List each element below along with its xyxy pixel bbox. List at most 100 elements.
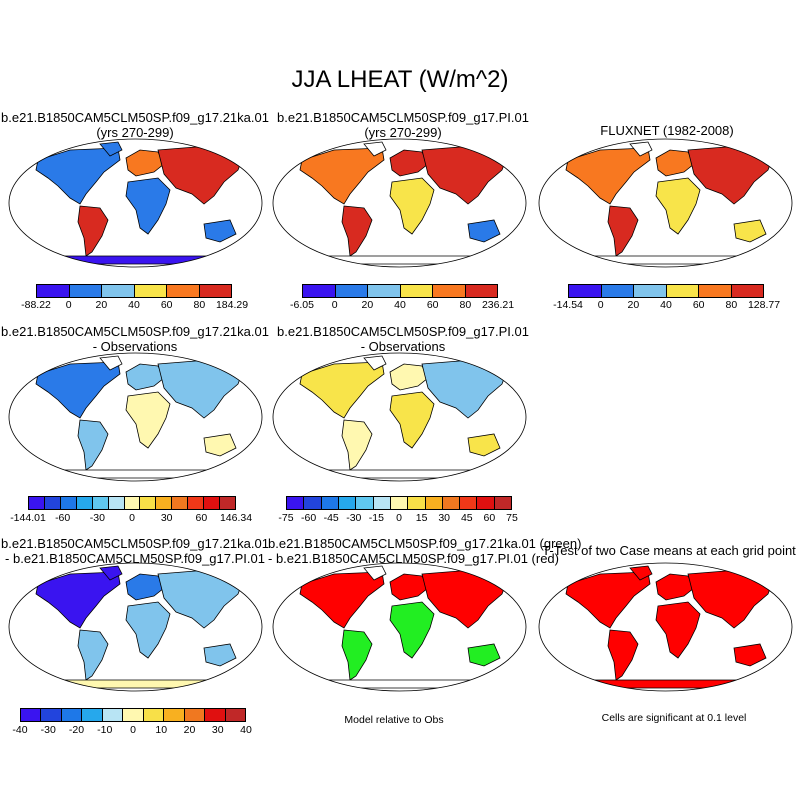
colorbar-swatch xyxy=(82,709,103,721)
colorbar-swatch xyxy=(205,709,226,721)
colorbar-tick-label: 60 xyxy=(483,512,496,524)
colorbar-swatch xyxy=(634,285,667,297)
colorbar-panel7 xyxy=(20,708,246,722)
panel5-title-line1: b.e21.B1850CAM5CLM50SP.f09_g17.PI.01 xyxy=(277,324,529,339)
map-panel2 xyxy=(272,138,527,268)
colorbar-swatch xyxy=(164,709,185,721)
continent-au xyxy=(467,433,501,457)
colorbar-swatch xyxy=(156,497,173,509)
colorbar-panel5-labels: -75 -60 -45 -30 -15 0 15 30 45 60 75 xyxy=(278,512,517,526)
colorbar-swatch xyxy=(44,497,61,509)
panel5-title-line2: - Observations xyxy=(360,339,446,354)
colorbar-tick-label: 80 xyxy=(193,299,206,311)
colorbar-panel3 xyxy=(568,284,764,298)
colorbar-tick-label: 128.77 xyxy=(747,299,781,311)
colorbar-tick-label: 0 xyxy=(65,299,72,311)
panel4-title-line2: - Observations xyxy=(92,339,178,354)
colorbar-tick-label: -10 xyxy=(97,724,113,736)
colorbar-swatch xyxy=(390,497,409,509)
colorbar-tick-label: 60 xyxy=(195,512,208,524)
note-significance: Cells are significant at 0.1 level xyxy=(601,712,747,724)
colorbar-swatch xyxy=(37,285,70,297)
colorbar-tick-label: 40 xyxy=(660,299,672,311)
continent-sa xyxy=(77,629,109,681)
colorbar-tick-label: -15 xyxy=(368,512,384,524)
panel2-title-line1: b.e21.B1850CAM5CLM50SP.f09_g17.PI.01 xyxy=(277,110,529,125)
continent-eu xyxy=(125,363,165,391)
colorbar-tick-label: 30 xyxy=(160,512,173,524)
panel1-title: b.e21.B1850CAM5CLM50SP.f09_g17.21ka.01 (… xyxy=(0,110,270,140)
colorbar-tick-label: 45 xyxy=(460,512,473,524)
panel7-title-line2: - b.e21.B1850CAM5CLM50SP.f09_g17.PI.01 xyxy=(5,551,265,566)
continent-gr xyxy=(99,355,123,371)
colorbar-swatch xyxy=(204,497,221,509)
colorbar-swatch xyxy=(494,497,512,509)
colorbar-panel4-labels: -144.01 -60 -30 0 30 60 146.34 xyxy=(10,512,252,526)
continent-gr xyxy=(99,565,123,581)
colorbar-tick-label: -144.01 xyxy=(10,512,46,524)
map-panel5 xyxy=(272,352,527,482)
note-model-relative: Model relative to Obs xyxy=(344,714,444,726)
colorbar-swatch xyxy=(460,497,478,509)
colorbar-tick-label: 0 xyxy=(597,299,604,311)
colorbar-tick-label: -30 xyxy=(40,724,56,736)
continent-af xyxy=(389,391,435,449)
continent-af xyxy=(125,601,171,659)
continent-au xyxy=(203,219,237,243)
colorbar-tick-label: -88.22 xyxy=(21,299,51,311)
colorbar-swatch xyxy=(167,285,200,297)
colorbar-swatch xyxy=(356,497,374,509)
colorbar-swatch xyxy=(287,497,305,509)
map-frame xyxy=(8,138,263,268)
continent-as xyxy=(421,359,509,419)
colorbar-tick-label: 0 xyxy=(396,512,402,524)
colorbar-tick-label: -60 xyxy=(55,512,71,524)
map-frame xyxy=(8,352,263,482)
colorbar-swatch xyxy=(76,497,93,509)
continent-an xyxy=(576,679,754,689)
continent-an xyxy=(46,255,224,265)
colorbar-panel1 xyxy=(36,284,232,298)
colorbar-swatch xyxy=(220,497,235,509)
panel2-title-line2: (yrs 270-299) xyxy=(364,125,442,140)
colorbar-panel1-labels: -88.22 0 20 40 60 80 184.29 xyxy=(21,299,248,313)
map-frame xyxy=(538,138,793,268)
colorbar-swatch xyxy=(188,497,205,509)
map-panel1 xyxy=(8,138,263,268)
colorbar-tick-label: 0 xyxy=(331,299,338,311)
colorbar-tick-label: 236.21 xyxy=(481,299,515,311)
continent-an xyxy=(310,255,488,265)
colorbar-swatch xyxy=(666,285,699,297)
colorbar-tick-label: 30 xyxy=(438,512,451,524)
colorbar-swatch xyxy=(373,497,391,509)
continent-sa xyxy=(341,205,373,257)
panel1-title-line1: b.e21.B1850CAM5CLM50SP.f09_g17.21ka.01 xyxy=(1,110,269,125)
continent-eu xyxy=(655,149,695,177)
colorbar-tick-label: 75 xyxy=(506,512,518,524)
colorbar-swatch xyxy=(477,497,495,509)
continent-as xyxy=(687,145,775,205)
panel4-title-line1: b.e21.B1850CAM5CLM50SP.f09_g17.21ka.01 xyxy=(1,324,269,339)
continent-as xyxy=(687,569,775,629)
colorbar-swatch xyxy=(601,285,634,297)
continent-eu xyxy=(125,573,165,601)
colorbar-swatch xyxy=(368,285,401,297)
colorbar-swatch xyxy=(425,497,443,509)
continent-af xyxy=(125,177,171,235)
colorbar-tick-label: 146.34 xyxy=(219,512,253,524)
colorbar-swatch xyxy=(60,497,77,509)
colorbar-tick-label: 15 xyxy=(415,512,428,524)
colorbar-tick-label: 0 xyxy=(129,512,135,524)
continent-sa xyxy=(341,629,373,681)
colorbar-swatch xyxy=(569,285,602,297)
map-frame xyxy=(272,352,527,482)
colorbar-tick-label: 20 xyxy=(95,299,108,311)
colorbar-swatch xyxy=(731,285,763,297)
colorbar-tick-label: 20 xyxy=(183,724,196,736)
colorbar-panel3-labels: -14.54 0 20 40 60 80 128.77 xyxy=(553,299,780,313)
continent-sa xyxy=(607,629,639,681)
panel5-title: b.e21.B1850CAM5CLM50SP.f09_g17.PI.01 - O… xyxy=(268,324,538,354)
colorbar-swatch xyxy=(123,709,144,721)
continent-an xyxy=(310,469,488,479)
panel8-title-line1: b.e21.B1850CAM5CLM50SP.f09_g17.21ka.01 (… xyxy=(268,536,582,551)
